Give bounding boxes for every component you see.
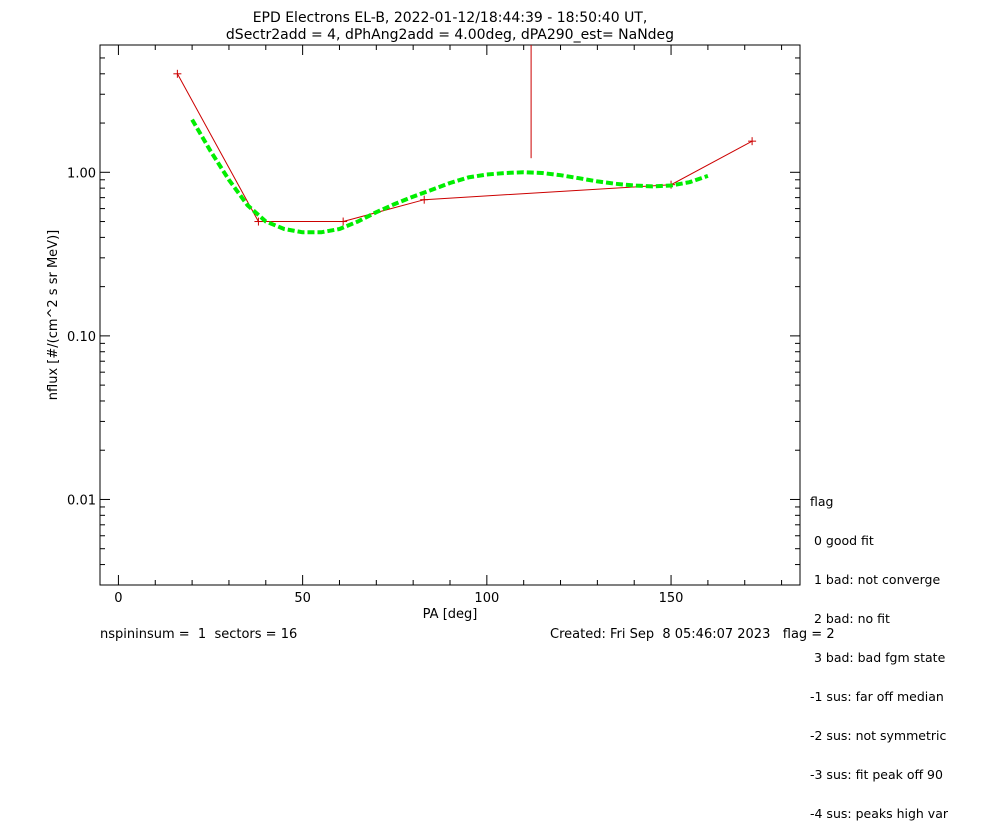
footer-left-info: nspininsum = 1 sectors = 16: [100, 627, 298, 642]
y-tick-label: 0.01: [67, 493, 96, 508]
chart-title-line-1: EPD Electrons EL-B, 2022-01-12/18:44:39 …: [253, 10, 648, 26]
legend-item: -4 sus: peaks high var: [810, 806, 949, 821]
data-marks: [173, 45, 757, 235]
fit-curve: [190, 118, 709, 235]
legend-item: 0 good fit: [810, 533, 874, 548]
flag-legend: flag 0 good fit 1 bad: not converge 2 ba…: [810, 469, 948, 833]
data-point-plus: [173, 69, 182, 78]
legend-title: flag: [810, 494, 834, 509]
footer-created-info: Created: Fri Sep 8 05:46:07 2023 flag = …: [550, 627, 835, 642]
x-tick-label: 0: [114, 591, 122, 606]
data-line: [176, 73, 753, 222]
legend-item: -2 sus: not symmetric: [810, 728, 947, 743]
legend-item: 3 bad: bad fgm state: [810, 650, 946, 665]
data-point-plus: [339, 217, 348, 226]
pitch-angle-chart: EPD Electrons EL-B, 2022-01-12/18:44:39 …: [46, 10, 801, 622]
y-axis-label: nflux [#/(cm^2 s sr MeV)]: [46, 230, 61, 400]
axis-ticks: 0 50 100 150 0.01 0.10 1.00: [67, 45, 800, 606]
chart-title-line-2: dSectr2add = 4, dPhAng2add = 4.00deg, dP…: [226, 27, 674, 43]
data-point-plus: [254, 217, 263, 226]
legend-item: -1 sus: far off median: [810, 689, 944, 704]
x-axis-label: PA [deg]: [423, 607, 478, 622]
data-point-plus: [748, 137, 757, 146]
x-tick-label: 50: [294, 591, 311, 606]
legend-item: 1 bad: not converge: [810, 572, 941, 587]
legend-item: -3 sus: fit peak off 90: [810, 767, 943, 782]
legend-item: 2 bad: no fit: [810, 611, 890, 626]
y-tick-label: 0.10: [67, 330, 96, 345]
plot-frame: [99, 44, 801, 586]
y-tick-label: 1.00: [67, 166, 96, 181]
x-tick-label: 100: [474, 591, 499, 606]
x-tick-label: 150: [659, 591, 684, 606]
data-point-plus: [420, 195, 429, 204]
